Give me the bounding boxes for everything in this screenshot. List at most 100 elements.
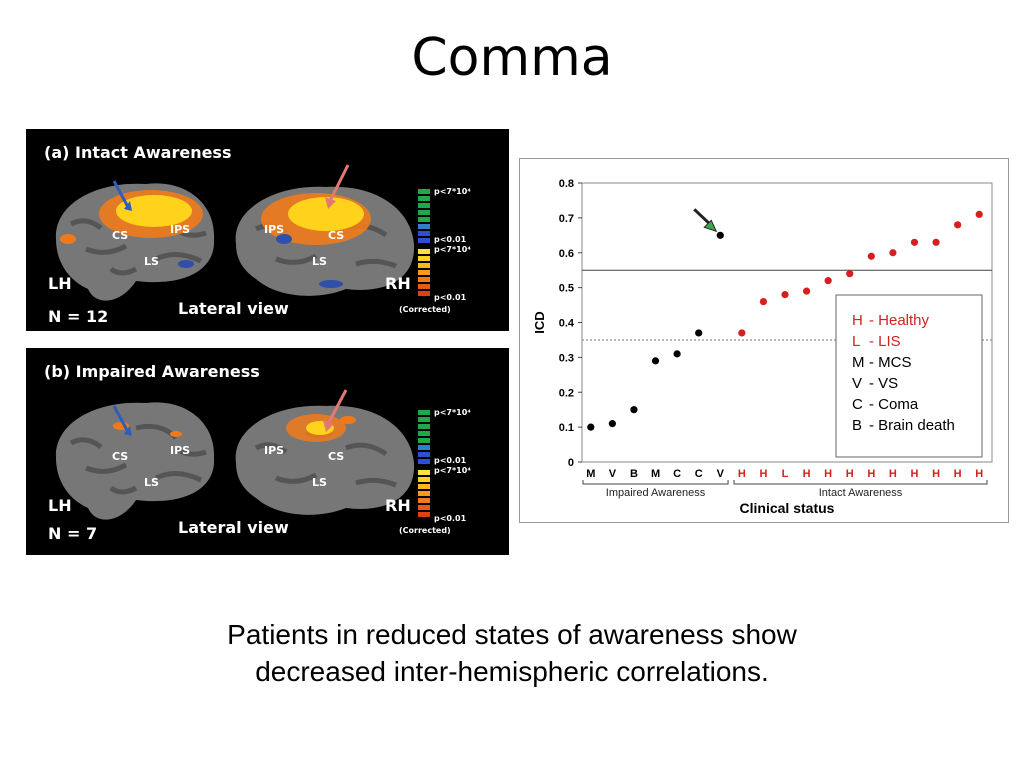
colorbar-label: p<7*10⁴ — [434, 408, 471, 417]
pointer-arrows — [112, 389, 348, 436]
data-point — [802, 287, 811, 295]
sulcus-label: LS — [144, 476, 159, 489]
sulcus-label: IPS — [264, 444, 285, 457]
x-tick-label: H — [846, 468, 854, 480]
y-tick-label: 0 — [568, 457, 574, 469]
y-tick-label: 0.3 — [559, 352, 574, 364]
icd-scatter-chart: 0 0.1 0.2 0.3 0.4 0.5 0.6 0.7 0.8 ICD H - Healthy L -… — [519, 158, 1009, 523]
legend-text: - LIS — [869, 333, 901, 350]
colorbar-label: p<0.01 — [434, 293, 467, 302]
right-hemisphere-label: RH — [385, 274, 411, 293]
left-hemisphere-label: LH — [48, 274, 72, 293]
y-tick-label: 0.7 — [559, 213, 574, 225]
legend-box — [835, 294, 983, 458]
x-tick-label: H — [932, 468, 940, 480]
y-tick-label: 0.2 — [559, 387, 574, 399]
sulcus-label: CS — [112, 450, 129, 463]
y-axis-label: ICD — [532, 311, 547, 333]
left-hemisphere-surface — [55, 183, 215, 301]
colorbar-label: p<0.01 — [434, 235, 467, 244]
data-point — [954, 221, 962, 229]
legend-code: C — [852, 396, 863, 413]
data-point — [846, 270, 854, 278]
y-tick-label: 0.4 — [559, 318, 575, 330]
legend-code: B — [852, 417, 862, 434]
sample-size-label: N = 7 — [48, 524, 98, 543]
sulcus-label: IPS — [170, 444, 191, 457]
y-tick-label: 0.1 — [559, 422, 574, 434]
data-point — [759, 297, 768, 306]
x-tick-label: H — [867, 468, 875, 480]
left-hemisphere-label: LH — [48, 496, 72, 515]
x-tick-label: M — [651, 468, 660, 480]
caption-line: decreased inter-hemispheric correlations… — [255, 656, 769, 687]
colorbar — [418, 410, 430, 517]
legend-code: L — [852, 333, 860, 350]
legend-text: - Coma — [869, 396, 919, 413]
slide-title: Comma — [411, 28, 613, 88]
legend-code: M — [852, 354, 865, 371]
group-label: Intact Awareness — [819, 487, 903, 499]
x-axis-label: Clinical status — [740, 500, 835, 516]
sulcus-label: IPS — [264, 223, 285, 236]
data-point — [889, 249, 897, 257]
x-tick-label: H — [738, 468, 746, 480]
sulcus-label: LS — [312, 476, 327, 489]
x-tick-label: H — [910, 468, 918, 480]
legend-code: V — [852, 375, 862, 392]
pointer-arrows — [112, 164, 350, 211]
caption-line: Patients in reduced states of awareness … — [227, 619, 797, 650]
colorbar-label: p<7*10⁴ — [434, 466, 471, 475]
colorbar-note: (Corrected) — [399, 305, 451, 314]
brain-panel-impaired: (b) Impaired Awareness LH RH N = 7 Later… — [26, 348, 509, 555]
panel-title: (b) Impaired Awareness — [44, 362, 260, 381]
legend-text: - Brain death — [869, 417, 955, 434]
x-tick-label: B — [630, 468, 638, 480]
group-bracket — [582, 480, 729, 485]
legend-text: - VS — [869, 375, 898, 392]
data-point — [608, 420, 616, 428]
data-point — [932, 238, 940, 246]
data-point — [716, 231, 724, 239]
sulcus-label: CS — [328, 450, 345, 463]
brain-panel-intact: (a) Intact Awareness LH RH N = 12 Latera… — [26, 129, 509, 331]
x-tick-label: C — [673, 468, 681, 480]
colorbar-label: p<0.01 — [434, 514, 467, 523]
data-point — [695, 329, 703, 337]
data-point — [781, 291, 789, 299]
left-hemisphere-surface — [55, 402, 215, 520]
sulcus-label: IPS — [170, 223, 191, 236]
data-point — [824, 277, 832, 285]
legend-text: - MCS — [869, 354, 912, 371]
data-point — [738, 329, 746, 337]
x-tick-label: C — [695, 468, 703, 480]
data-point — [867, 252, 875, 260]
x-tick-label: V — [717, 468, 725, 480]
data-point — [673, 350, 681, 358]
x-tick-label: H — [954, 468, 962, 480]
legend-code: H — [852, 312, 863, 329]
group-label: Impaired Awareness — [606, 487, 706, 499]
highlight-arrowhead — [703, 219, 718, 233]
x-tick-label: H — [824, 468, 832, 480]
y-tick-label: 0.5 — [559, 283, 574, 295]
group-bracket — [733, 480, 988, 485]
view-label: Lateral view — [178, 518, 289, 537]
sulcus-label: LS — [312, 255, 327, 268]
colorbar-label: p<7*10⁴ — [434, 187, 471, 196]
x-tick-label: H — [759, 468, 767, 480]
brain-illustration-intact — [55, 164, 430, 301]
y-tick-label: 0.8 — [559, 178, 574, 190]
slide-caption: Patients in reduced states of awareness … — [0, 616, 1024, 690]
x-tick-label: L — [782, 468, 789, 480]
colorbar-label: p<7*10⁴ — [434, 245, 471, 254]
x-tick-label: H — [803, 468, 811, 480]
sulcus-label: LS — [144, 255, 159, 268]
x-tick-label: M — [586, 468, 595, 480]
right-hemisphere-surface — [235, 186, 415, 296]
x-tick-label: H — [889, 468, 897, 480]
panel-title: (a) Intact Awareness — [44, 143, 232, 162]
sulcus-label: CS — [328, 229, 345, 242]
legend-text: - Healthy — [869, 312, 930, 329]
